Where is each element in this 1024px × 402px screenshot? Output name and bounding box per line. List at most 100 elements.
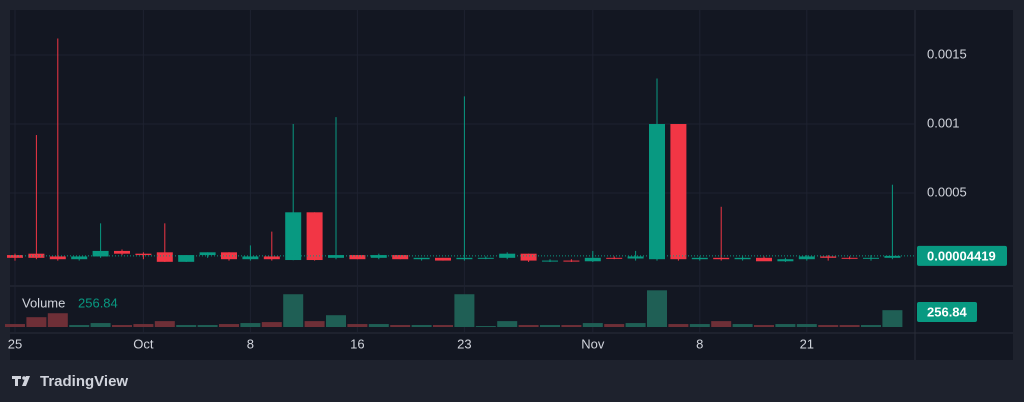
last-volume-badge — [917, 302, 977, 322]
volume-bar — [5, 324, 25, 327]
candle-body — [520, 253, 537, 261]
candle-body — [49, 256, 66, 260]
x-tick-label: 23 — [457, 336, 471, 351]
volume-bar — [411, 325, 432, 327]
candle-body — [499, 253, 516, 258]
candle-body — [413, 257, 430, 260]
candle-body — [606, 257, 623, 259]
volume-bar — [882, 310, 903, 327]
marks — [5, 38, 903, 327]
candle-body — [392, 255, 409, 260]
volume-bar — [26, 317, 47, 327]
candle-body — [649, 124, 665, 260]
volume-bar — [261, 322, 282, 327]
y-tick-label: 0.0015 — [927, 46, 967, 61]
x-tick-label: 8 — [247, 336, 254, 351]
volume-bar — [711, 321, 732, 327]
volume-bar — [518, 325, 539, 327]
x-tick-label: 8 — [696, 336, 703, 351]
candle-body — [691, 257, 708, 260]
volume-title: Volume — [22, 295, 65, 310]
candle-body — [627, 256, 644, 259]
chart-panel — [10, 10, 1013, 360]
candle-body — [670, 124, 687, 260]
candle-body — [92, 250, 109, 257]
volume-bar — [197, 325, 218, 327]
volume-bar — [368, 324, 389, 327]
candle-body — [135, 253, 152, 256]
volume-bar — [861, 325, 881, 327]
candle-body — [863, 257, 879, 259]
candle-body — [841, 257, 858, 259]
volume-bar — [219, 324, 239, 327]
candle-body — [349, 255, 366, 260]
volume-bar — [454, 294, 475, 327]
candle-body — [285, 212, 302, 261]
volume-bar — [668, 324, 689, 327]
x-tick-label: Oct — [133, 336, 154, 351]
volume-bar — [604, 324, 625, 327]
x-tick-label: 21 — [800, 336, 814, 351]
candle-body — [71, 256, 88, 260]
volume-bar — [775, 324, 796, 327]
candle-body — [734, 257, 751, 260]
x-tick-label: 16 — [350, 336, 364, 351]
candle-body — [178, 255, 195, 262]
x-tick-label: Nov — [581, 336, 605, 351]
candle-body — [28, 253, 45, 258]
volume-bar — [154, 321, 175, 327]
candle-body — [306, 212, 323, 261]
last-price-badge — [917, 245, 1007, 266]
volume-bar — [561, 325, 582, 327]
volume-value: 256.84 — [78, 295, 118, 310]
candle-body — [884, 255, 901, 258]
candle-body — [156, 252, 173, 262]
volume-bar — [326, 315, 346, 327]
volume-bar — [390, 325, 411, 327]
volume-bar — [540, 325, 560, 327]
candle-body — [542, 260, 558, 262]
volume-bar — [796, 324, 817, 327]
volume-bar — [304, 321, 325, 327]
volume-bar — [133, 324, 154, 327]
candle-body — [477, 257, 494, 259]
x-tick-label: 25 — [8, 336, 22, 351]
volume-bar — [475, 326, 496, 327]
candle-body — [370, 255, 387, 258]
y-tick-label: 0.0005 — [927, 184, 967, 199]
volume-bar — [818, 325, 839, 327]
candle-body — [584, 257, 601, 262]
volume-bar — [497, 321, 518, 327]
volume-bar — [689, 324, 710, 327]
candle-body — [756, 257, 772, 262]
candle-body — [7, 255, 23, 258]
volume-bar — [839, 325, 860, 327]
volume-bar — [625, 323, 646, 327]
volume-bar — [47, 313, 68, 327]
volume-bar — [647, 290, 667, 327]
volume-bar — [90, 323, 111, 327]
candle-body — [456, 257, 473, 260]
volume-bar — [69, 325, 90, 327]
volume-bar — [433, 325, 453, 327]
candle-body — [713, 257, 730, 260]
volume-bar — [112, 325, 132, 327]
y-tick-label: 0.001 — [927, 115, 960, 130]
candle-body — [563, 260, 580, 262]
brand-name: TradingView — [40, 373, 128, 390]
candle-body — [435, 257, 451, 261]
volume-bar — [283, 294, 304, 327]
volume-bar — [582, 323, 603, 327]
candle-body — [199, 252, 216, 256]
candle-body — [820, 256, 837, 258]
candle-body — [242, 256, 259, 260]
volume-bar — [732, 324, 753, 327]
candle-body — [777, 259, 794, 262]
brand-logo — [12, 376, 30, 386]
volume-bar — [240, 323, 261, 327]
last-price-label: 0.00004419 — [927, 248, 996, 263]
volume-bar — [754, 325, 774, 327]
grid — [10, 10, 915, 333]
candle-body — [114, 250, 130, 254]
